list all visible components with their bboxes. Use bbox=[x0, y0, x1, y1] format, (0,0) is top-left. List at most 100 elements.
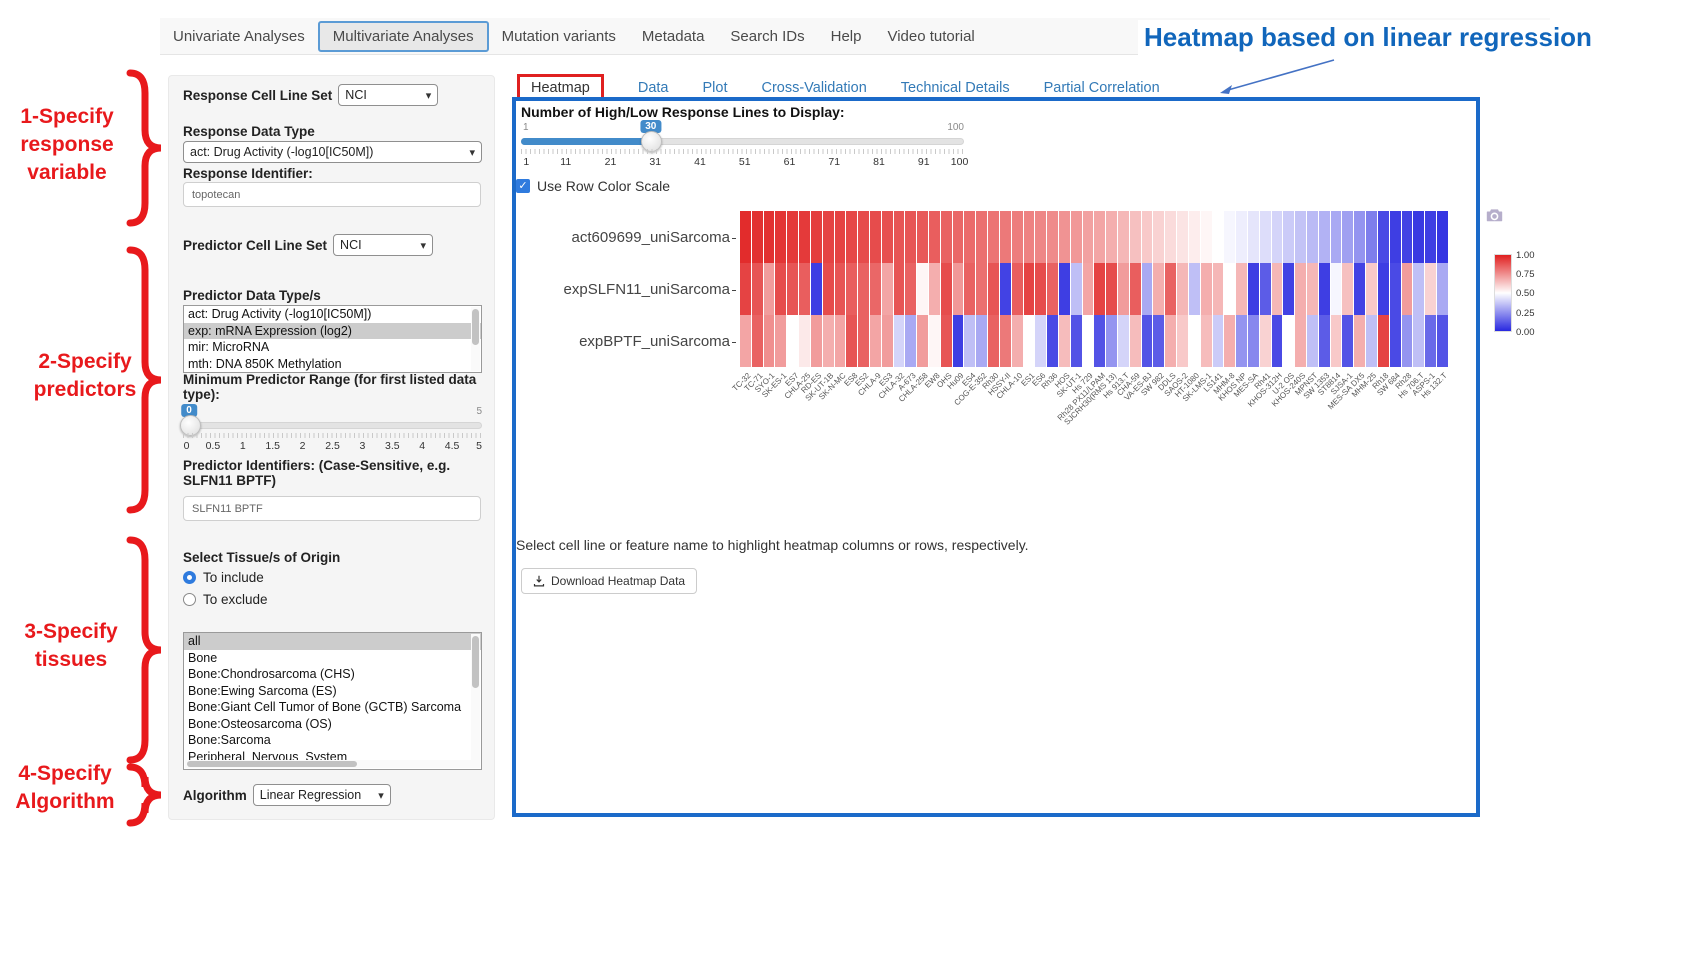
predictor-data-type-option[interactable]: mth: DNA 850K Methylation bbox=[188, 356, 342, 371]
row-color-scale-label: Use Row Color Scale bbox=[537, 178, 671, 194]
heatmap-cell bbox=[1188, 211, 1200, 263]
heatmap-cell bbox=[1011, 211, 1023, 263]
response-cell-line-set-select[interactable]: NCI ▾ bbox=[338, 84, 439, 106]
results-tab-partial-correlation[interactable]: Partial Correlation bbox=[1043, 80, 1160, 96]
camera-icon[interactable] bbox=[1486, 208, 1503, 222]
radio-button[interactable] bbox=[183, 571, 196, 584]
results-tab-plot[interactable]: Plot bbox=[702, 80, 728, 96]
heatmap-cell bbox=[999, 211, 1011, 263]
nav-tab-mutation-variants[interactable]: Mutation variants bbox=[501, 27, 616, 45]
heatmap-cell bbox=[1401, 263, 1413, 315]
heatmap-row-label[interactable]: expBPTF_uniSarcoma bbox=[510, 333, 736, 350]
predictor-cell-line-set-select[interactable]: NCI ▾ bbox=[333, 234, 434, 256]
slider-tick-label: 31 bbox=[649, 156, 662, 168]
heatmap-cell bbox=[858, 211, 869, 263]
min-predictor-range-slider[interactable]: 05000.511.522.533.544.55 bbox=[180, 404, 482, 452]
predictor-data-type-option[interactable]: exp: mRNA Expression (log2) bbox=[184, 322, 481, 339]
heatmap-row-label[interactable]: act609699_uniSarcoma bbox=[510, 229, 736, 246]
heatmap-cell bbox=[1082, 315, 1094, 367]
heatmap-cell bbox=[976, 263, 988, 315]
row-color-scale-checkbox[interactable]: ✓ bbox=[516, 179, 530, 193]
response-identifier-input[interactable] bbox=[183, 182, 481, 207]
predictor-data-types-label: Predictor Data Type/s bbox=[183, 288, 321, 303]
tissue-option[interactable]: Bone:Chondrosarcoma (CHS) bbox=[188, 667, 355, 681]
predictor-identifiers-input[interactable] bbox=[183, 496, 481, 521]
results-tab-technical-details[interactable]: Technical Details bbox=[900, 80, 1010, 96]
response-identifier-label: Response Identifier: bbox=[183, 166, 313, 181]
response-lines-slider-label: Number of High/Low Response Lines to Dis… bbox=[521, 104, 845, 120]
tissue-option[interactable]: Bone:Osteosarcoma (OS) bbox=[188, 716, 332, 731]
heatmap-cell bbox=[893, 211, 905, 263]
slider-tick-label: 11 bbox=[560, 156, 572, 168]
nav-tab-metadata[interactable]: Metadata bbox=[641, 27, 705, 45]
heatmap-cell bbox=[1188, 315, 1200, 367]
results-tab-data[interactable]: Data bbox=[637, 80, 669, 96]
tissue-option[interactable]: Bone bbox=[188, 650, 218, 665]
heatmap-row-label[interactable]: expSLFN11_uniSarcoma bbox=[510, 281, 736, 298]
tissue-option[interactable]: Bone:Ewing Sarcoma (ES) bbox=[188, 683, 337, 698]
heatmap-cell bbox=[1318, 315, 1330, 367]
nav-tab-search-ids[interactable]: Search IDs bbox=[730, 27, 805, 45]
heatmap-cell bbox=[775, 263, 787, 315]
slider-value-bubble: 0 bbox=[181, 404, 197, 417]
heatmap-cell bbox=[763, 211, 775, 263]
radio-button[interactable] bbox=[183, 593, 196, 606]
heatmap-cell bbox=[1283, 263, 1295, 315]
heatmap-cell bbox=[999, 315, 1011, 367]
heatmap-cell bbox=[952, 211, 964, 263]
heatmap-cell bbox=[1177, 211, 1188, 263]
results-tab-cross-validation[interactable]: Cross-Validation bbox=[761, 80, 867, 96]
slider-tick-label: 91 bbox=[917, 156, 930, 168]
scrollbar[interactable] bbox=[471, 634, 480, 768]
heatmap-cell bbox=[740, 315, 751, 367]
heatmap-cell bbox=[1129, 315, 1141, 367]
heatmap-row bbox=[740, 263, 1448, 315]
heatmap-cell bbox=[1035, 263, 1047, 315]
heatmap-cell bbox=[940, 263, 952, 315]
heatmap-cell bbox=[822, 211, 834, 263]
heatmap-cell bbox=[1141, 211, 1153, 263]
heatmap-cell bbox=[1236, 315, 1247, 367]
heatmap-cell bbox=[881, 315, 893, 367]
download-heatmap-data-button[interactable]: Download Heatmap Data bbox=[521, 568, 698, 594]
predictor-data-type-option[interactable]: act: Drug Activity (-log10[IC50M]) bbox=[188, 307, 372, 321]
colorbar-tick-label: 1.00 bbox=[1516, 250, 1535, 261]
scrollbar[interactable] bbox=[471, 307, 480, 371]
heatmap-cell bbox=[952, 315, 964, 367]
heatmap-cell bbox=[1094, 263, 1106, 315]
slider-minor-ticks bbox=[521, 149, 964, 154]
row-color-scale-option: ✓ Use Row Color Scale bbox=[516, 178, 670, 194]
nav-tab-help[interactable]: Help bbox=[830, 27, 862, 45]
slider-tick-label: 1.5 bbox=[265, 440, 280, 452]
response-data-type-select[interactable]: act: Drug Activity (-log10[IC50M]) ▾ bbox=[183, 141, 482, 163]
tissue-option[interactable]: all bbox=[184, 633, 481, 650]
heatmap-cell bbox=[869, 211, 881, 263]
heatmap-cell bbox=[1165, 315, 1177, 367]
nav-tab-video-tutorial[interactable]: Video tutorial bbox=[887, 27, 975, 45]
heatmap-cell bbox=[905, 315, 917, 367]
heatmap-cell bbox=[1342, 315, 1354, 367]
response-lines-slider[interactable]: 1 100 30 1 11 21 31 41 51 61 71 81 91 100 bbox=[521, 120, 968, 168]
heatmap-cell bbox=[787, 263, 799, 315]
predictor-data-type-option[interactable]: mir: MicroRNA bbox=[188, 340, 270, 354]
tissue-option[interactable]: Bone:Sarcoma bbox=[188, 733, 271, 747]
heatmap-cell bbox=[1058, 315, 1070, 367]
scrollbar[interactable] bbox=[185, 760, 471, 768]
heatmap-grid[interactable] bbox=[740, 211, 1448, 367]
heatmap-cell bbox=[964, 263, 976, 315]
algorithm-select[interactable]: Linear Regression ▾ bbox=[252, 784, 391, 806]
slider-tick-label: 41 bbox=[694, 156, 706, 168]
slider-value-bubble: 30 bbox=[640, 120, 662, 133]
radio-label: To exclude bbox=[203, 592, 268, 607]
heatmap-cell bbox=[751, 263, 763, 315]
heatmap-cell bbox=[988, 263, 999, 315]
nav-tab-univariate-analyses[interactable]: Univariate Analyses bbox=[173, 27, 305, 45]
tissue-option[interactable]: Bone:Giant Cell Tumor of Bone (GCTB) Sar… bbox=[188, 700, 462, 714]
heatmap-cell bbox=[810, 263, 822, 315]
heatmap-cell bbox=[869, 315, 881, 367]
slider-track[interactable] bbox=[183, 422, 482, 429]
download-icon bbox=[533, 575, 545, 587]
heatmap-cell bbox=[1094, 315, 1106, 367]
nav-tab-multivariate-analyses[interactable]: Multivariate Analyses bbox=[317, 20, 489, 52]
